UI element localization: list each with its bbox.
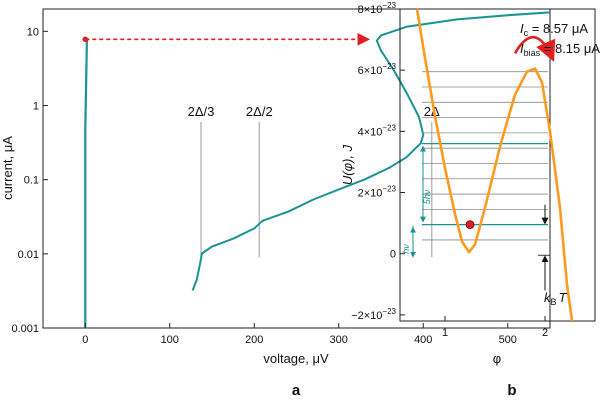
gap-markers-a: 2Δ/3 2Δ/2 2Δ <box>188 104 440 258</box>
gap-label: 2Δ/2 <box>246 104 273 119</box>
y-tick-label: 8×10−23 <box>358 1 397 16</box>
x-axis-label-b: φ <box>493 351 501 366</box>
ic-annotation: Ic = 8.57 μA <box>520 21 588 38</box>
iv-series-0 <box>84 37 90 328</box>
potential-curve <box>415 8 574 322</box>
y-tick-label: 4×10−23 <box>358 123 397 138</box>
x-tick-label: 500 <box>499 334 517 346</box>
y-tick-label: 6×10−23 <box>358 62 397 77</box>
x-ticks-a: 0 100 200 300 400 500 <box>82 323 517 346</box>
x-tick-label: 1 <box>442 327 448 339</box>
gap-label: 2Δ/3 <box>188 104 215 119</box>
y-tick-exponent: −23 <box>382 123 396 132</box>
y-tick-label: −2×10−23 <box>351 307 396 322</box>
ibias-annotation: Ibias = 8.15 μA <box>520 41 600 58</box>
x-tick-label: 400 <box>414 334 432 346</box>
x-tick-label: 0 <box>82 334 88 346</box>
y-axis-label-b: U(φ), J <box>340 144 355 185</box>
potential-curve-b <box>415 8 574 322</box>
svg-text:Ibias = 8.15 μA: Ibias = 8.15 μA <box>520 41 600 58</box>
y-tick-exponent: −23 <box>382 307 396 316</box>
x-tick-label: 100 <box>161 334 179 346</box>
chart-a: 2Δ/3 2Δ/2 2Δ 0 100 200 300 400 500 0.0010.010.1… <box>0 8 551 399</box>
five-hv-label: 5hν <box>422 189 432 204</box>
y-tick-label: 0.01 <box>18 249 39 261</box>
y-tick-label: 0.1 <box>24 175 39 187</box>
x-axis-label-a: voltage, μV <box>263 351 329 366</box>
y-tick-label: 10 <box>27 26 39 38</box>
plot-frame-b <box>399 8 596 322</box>
y-tick-exponent: −23 <box>382 62 396 71</box>
y-ticks-a: 0.001 0.01 0.1 1 10 <box>11 26 48 335</box>
y-tick-label: 0 <box>390 249 396 261</box>
svg-text:kBT: kB T <box>544 290 568 307</box>
hv-label: hν <box>401 244 411 254</box>
state-point <box>465 220 475 230</box>
gap-label: 2Δ <box>424 104 440 119</box>
y-tick-label: 2×10−23 <box>358 185 397 200</box>
y-axis-label-a: current, μA <box>0 136 15 200</box>
x-tick-label: 2 <box>542 327 548 339</box>
y-tick-exponent: −23 <box>382 1 396 10</box>
x-tick-label: 300 <box>330 334 348 346</box>
x-tick-label: 200 <box>245 334 263 346</box>
panel-label-b: b <box>507 382 516 399</box>
svg-text:Ic = 8.57 μA: Ic = 8.57 μA <box>520 21 588 38</box>
kbt-label: kB T <box>544 290 568 307</box>
plot-frame-a <box>42 8 551 329</box>
y-tick-exponent: −23 <box>382 185 396 194</box>
y-tick-label: 0.001 <box>11 323 39 335</box>
energy-levels-b <box>422 71 550 256</box>
switch-point <box>82 36 89 43</box>
y-ticks-b: −2×10−23 0 2×10−23 4×10−23 6×10−23 8×10−23 <box>351 1 405 322</box>
escape-arrow <box>513 35 556 62</box>
panel-label-a: a <box>292 382 301 399</box>
y-tick-label: 1 <box>33 100 39 112</box>
iv-series-1 <box>191 11 551 291</box>
annotations-b <box>410 35 556 291</box>
series-a <box>82 11 551 328</box>
